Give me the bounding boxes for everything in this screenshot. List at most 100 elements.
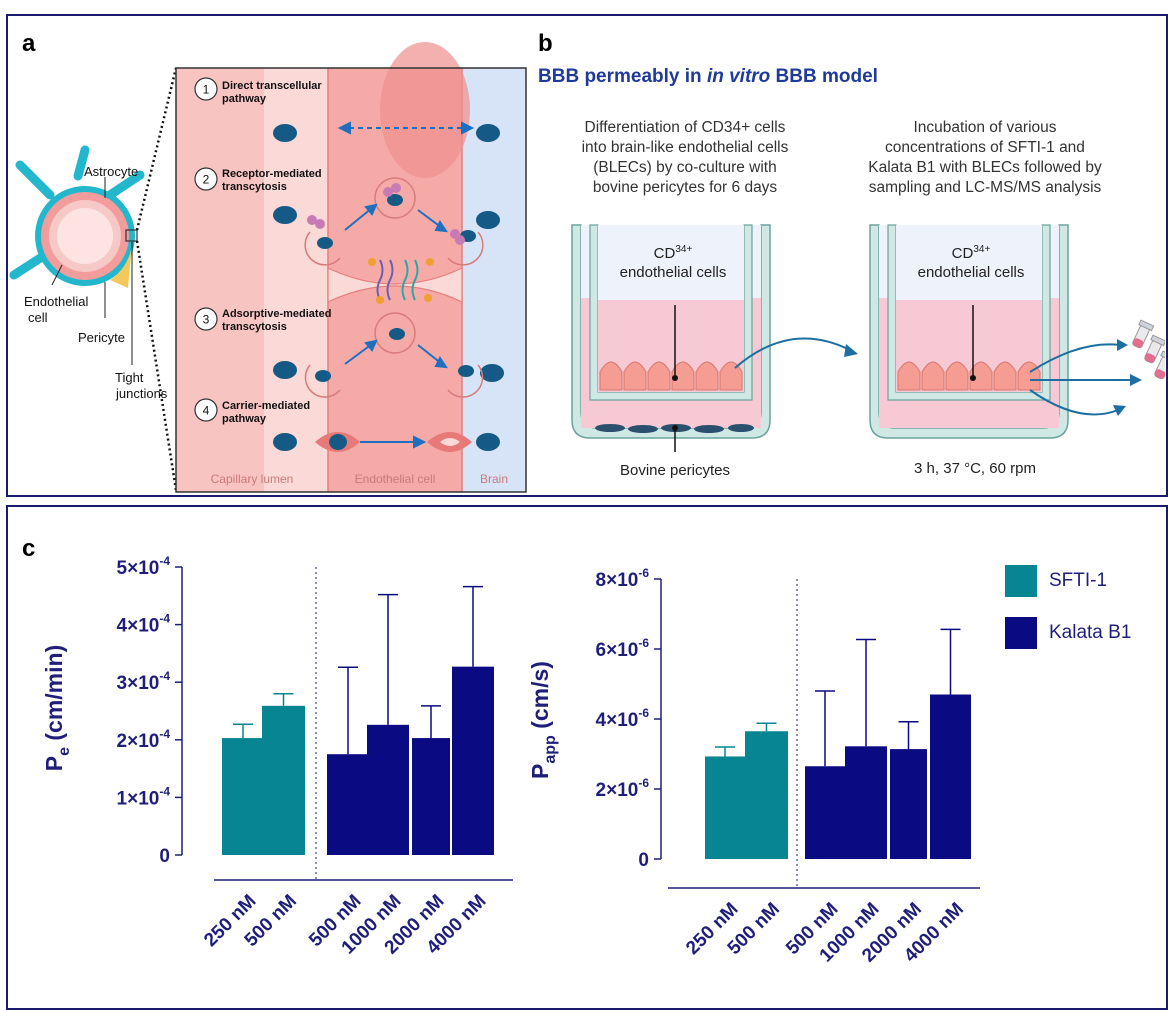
y-tick-exponent: -4 (159, 612, 170, 626)
y-tick-exponent: -4 (159, 554, 170, 568)
y-tick-mantissa: 5×10 (117, 558, 160, 579)
pathway-molecules (273, 124, 504, 451)
pericyte-label: Pericyte (78, 330, 125, 345)
pathway-box (175, 42, 527, 493)
cd34-base: CD (653, 245, 676, 262)
pathway-1-marker: 1 Direct transcellular pathway (194, 77, 322, 105)
y-tick-exponent: -4 (159, 727, 170, 741)
condition-label: 3 h, 37 °C, 60 rpm (914, 460, 1036, 477)
right-description-line: sampling and LC-MS/MS analysis (868, 179, 1102, 196)
legend-swatch-kalata (1005, 617, 1037, 649)
left-description-line: into brain-like endothelial cells (581, 139, 789, 156)
y-tick-mantissa: 6×10 (596, 640, 639, 661)
y-tick-label: 4×10-6 (596, 706, 650, 731)
pathway-2-line1: Receptor-mediated (222, 168, 322, 180)
right-description-line: Kalata B1 with BLECs followed by (868, 159, 1102, 176)
y-tick-exponent: -4 (159, 669, 170, 683)
y-tick-mantissa: 2×10 (117, 731, 160, 752)
tight-junctions-label-2: junctions (115, 386, 168, 401)
y-tick-label: 0 (638, 850, 649, 871)
left-description-line: Differentiation of CD34+ cells (584, 119, 786, 136)
panel-b-title-pre: BBB permeably in (538, 66, 707, 87)
pathway-3-line1: Adsorptive-mediated (222, 308, 331, 320)
right-description-line: concentrations of SFTI-1 and (885, 139, 1085, 156)
pathway-4-marker: 4 Carrier-mediated pathway (194, 398, 310, 425)
y-axis-label: Papp (cm/s) (527, 661, 559, 779)
y-tick-exponent: -6 (638, 566, 649, 580)
y-tick-mantissa: 0 (638, 850, 649, 871)
panel-b-title-post: BBB model (770, 66, 878, 87)
transwell-diagrams (571, 224, 1165, 452)
capillary-cross-section (9, 145, 145, 288)
bar-kalata (412, 738, 450, 855)
pathway-2-line2: transcytosis (222, 181, 287, 193)
cd34-sup: 34+ (675, 244, 693, 255)
panel-a-label: a (22, 30, 36, 57)
legend-swatch-sfti (1005, 565, 1037, 597)
tight-junctions-label-1: Tight (115, 370, 144, 385)
left-description: Differentiation of CD34+ cells into brai… (540, 118, 830, 198)
right-description-line: Incubation of various (913, 119, 1057, 136)
pathway-1-line1: Direct transcellular (222, 80, 322, 92)
panel-b-label: b (538, 30, 553, 57)
y-tick-mantissa: 4×10 (117, 616, 160, 637)
panel-c-frame (6, 505, 1168, 1010)
y-tick-label: 1×10-4 (117, 784, 171, 809)
panel-b-title: BBB permeably in in vitro BBB model (538, 66, 878, 88)
pathway-2-marker: 2 Receptor-mediated transcytosis (194, 167, 322, 193)
bar-kalata (890, 749, 927, 859)
carrier-proteins (315, 432, 472, 452)
tight-junction-proteins (368, 258, 434, 304)
y-tick-label: 5×10-4 (117, 554, 171, 579)
pathway-4-line1: Carrier-mediated (222, 400, 310, 412)
pathway-3-marker: 3 Adsorptive-mediated transcytosis (194, 307, 331, 333)
right-description: Incubation of various concentrations of … (825, 118, 1145, 198)
vesicles (304, 177, 484, 398)
bar-kalata (805, 766, 845, 859)
y-label-unit: (cm/s) (527, 661, 553, 735)
bar-kalata (327, 754, 369, 855)
zoom-line-bottom (135, 240, 178, 491)
endothelial-label-2: cell (28, 310, 48, 325)
pathway-3-line2: transcytosis (222, 321, 287, 333)
legend-item-sfti: SFTI-1 (1005, 565, 1131, 597)
y-tick-label: 6×10-6 (596, 636, 650, 661)
y-tick-label: 2×10-4 (117, 727, 171, 752)
zone-endo-label: Endothelial cell (355, 472, 436, 486)
y-tick-mantissa: 1×10 (117, 788, 160, 809)
right-transwell (869, 224, 1069, 439)
zone-brain-label: Brain (480, 472, 508, 486)
y-tick-label: 0 (159, 846, 170, 867)
y-tick-label: 3×10-4 (117, 669, 171, 694)
left-description-line: (BLECs) by co-culture with (593, 159, 777, 176)
y-tick-mantissa: 0 (159, 846, 170, 867)
endothelial-label-1: Endothelial (24, 294, 88, 309)
receptor-symbols (307, 183, 465, 245)
cd34-label-right: CD34+ endothelial cells (898, 240, 1044, 282)
pathway-3-number: 3 (203, 313, 210, 327)
pathway-4-line2: pathway (222, 413, 267, 425)
process-arrows (734, 337, 1130, 416)
pathway-arrows (337, 121, 475, 449)
pathway-2-number: 2 (203, 173, 210, 187)
cd34-sup: 34+ (973, 244, 991, 255)
bar-kalata (367, 724, 409, 855)
bar-sfti (705, 756, 745, 859)
zoom-line-top (135, 67, 178, 231)
endothelial-cells-label: endothelial cells (619, 264, 727, 281)
legend-label-sfti: SFTI-1 (1049, 570, 1108, 591)
pathway-4-number: 4 (203, 404, 210, 418)
capillary-leaders (51, 177, 133, 365)
y-label-main: P (41, 756, 67, 771)
bar-kalata (930, 694, 971, 859)
panel-ab-frame (6, 14, 1168, 497)
y-tick-exponent: -6 (638, 776, 649, 790)
y-tick-label: 2×10-6 (596, 776, 650, 801)
y-axis-label: Pe (cm/min) (41, 645, 73, 771)
y-tick-mantissa: 4×10 (596, 710, 639, 731)
y-tick-mantissa: 3×10 (117, 673, 160, 694)
y-tick-exponent: -6 (638, 706, 649, 720)
y-label-sub: app (542, 735, 559, 764)
panel-a-diagram: Astrocyte Endothelial cell Pericyte Tigh… (9, 42, 527, 493)
bar-sfti (262, 705, 305, 855)
